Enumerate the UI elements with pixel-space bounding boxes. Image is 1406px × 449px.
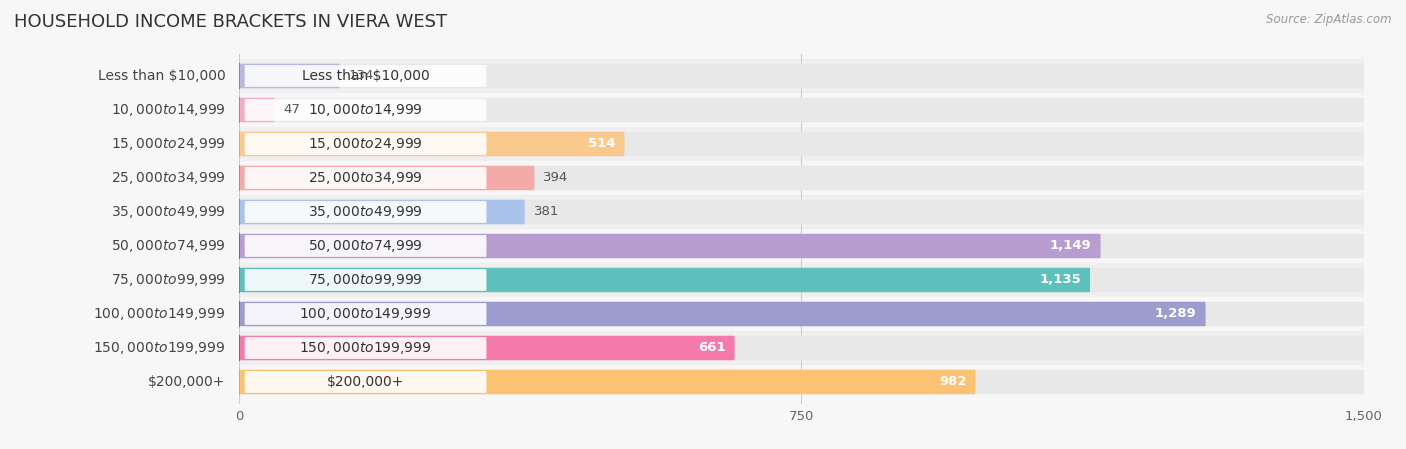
FancyBboxPatch shape	[239, 64, 339, 88]
Text: Less than $10,000: Less than $10,000	[302, 69, 429, 83]
FancyBboxPatch shape	[239, 268, 1364, 292]
Text: $35,000 to $49,999: $35,000 to $49,999	[308, 204, 423, 220]
FancyBboxPatch shape	[239, 297, 1364, 331]
FancyBboxPatch shape	[239, 98, 1364, 122]
Text: $25,000 to $34,999: $25,000 to $34,999	[308, 170, 423, 186]
Text: 134: 134	[349, 70, 374, 83]
Text: 381: 381	[534, 206, 560, 219]
Text: Less than $10,000: Less than $10,000	[98, 69, 225, 83]
FancyBboxPatch shape	[239, 64, 1364, 88]
FancyBboxPatch shape	[239, 200, 1364, 224]
Text: $25,000 to $34,999: $25,000 to $34,999	[111, 170, 225, 186]
Text: HOUSEHOLD INCOME BRACKETS IN VIERA WEST: HOUSEHOLD INCOME BRACKETS IN VIERA WEST	[14, 13, 447, 31]
Text: 661: 661	[697, 342, 725, 355]
Text: $150,000 to $199,999: $150,000 to $199,999	[299, 340, 432, 356]
FancyBboxPatch shape	[239, 365, 1364, 399]
FancyBboxPatch shape	[245, 269, 486, 291]
FancyBboxPatch shape	[239, 127, 1364, 161]
Text: $50,000 to $74,999: $50,000 to $74,999	[308, 238, 423, 254]
FancyBboxPatch shape	[245, 303, 486, 325]
Text: $15,000 to $24,999: $15,000 to $24,999	[308, 136, 423, 152]
FancyBboxPatch shape	[239, 59, 1364, 93]
Text: 982: 982	[939, 375, 966, 388]
Text: 1,289: 1,289	[1154, 308, 1197, 321]
FancyBboxPatch shape	[239, 166, 534, 190]
Text: $75,000 to $99,999: $75,000 to $99,999	[308, 272, 423, 288]
FancyBboxPatch shape	[245, 235, 486, 257]
FancyBboxPatch shape	[239, 268, 1090, 292]
Text: $150,000 to $199,999: $150,000 to $199,999	[93, 340, 225, 356]
Text: $10,000 to $14,999: $10,000 to $14,999	[308, 102, 423, 118]
FancyBboxPatch shape	[239, 370, 1364, 394]
FancyBboxPatch shape	[239, 234, 1101, 258]
Text: $200,000+: $200,000+	[326, 375, 405, 389]
Text: 394: 394	[544, 172, 568, 185]
FancyBboxPatch shape	[239, 336, 1364, 360]
FancyBboxPatch shape	[239, 229, 1364, 263]
FancyBboxPatch shape	[239, 336, 735, 360]
FancyBboxPatch shape	[239, 200, 524, 224]
Text: $10,000 to $14,999: $10,000 to $14,999	[111, 102, 225, 118]
FancyBboxPatch shape	[245, 65, 486, 87]
FancyBboxPatch shape	[239, 302, 1364, 326]
FancyBboxPatch shape	[245, 99, 486, 121]
Text: $75,000 to $99,999: $75,000 to $99,999	[111, 272, 225, 288]
Text: $100,000 to $149,999: $100,000 to $149,999	[93, 306, 225, 322]
FancyBboxPatch shape	[239, 234, 1364, 258]
FancyBboxPatch shape	[239, 93, 1364, 127]
FancyBboxPatch shape	[239, 331, 1364, 365]
Text: $50,000 to $74,999: $50,000 to $74,999	[111, 238, 225, 254]
FancyBboxPatch shape	[239, 132, 1364, 156]
FancyBboxPatch shape	[239, 370, 976, 394]
FancyBboxPatch shape	[239, 302, 1205, 326]
FancyBboxPatch shape	[239, 98, 274, 122]
FancyBboxPatch shape	[245, 201, 486, 223]
FancyBboxPatch shape	[239, 263, 1364, 297]
FancyBboxPatch shape	[245, 167, 486, 189]
Text: 514: 514	[588, 137, 616, 150]
FancyBboxPatch shape	[239, 132, 624, 156]
Text: $200,000+: $200,000+	[148, 375, 225, 389]
FancyBboxPatch shape	[245, 371, 486, 393]
Text: Source: ZipAtlas.com: Source: ZipAtlas.com	[1267, 13, 1392, 26]
Text: 1,135: 1,135	[1039, 273, 1081, 286]
FancyBboxPatch shape	[239, 166, 1364, 190]
Text: $100,000 to $149,999: $100,000 to $149,999	[299, 306, 432, 322]
Text: $15,000 to $24,999: $15,000 to $24,999	[111, 136, 225, 152]
Text: 47: 47	[283, 103, 299, 116]
FancyBboxPatch shape	[239, 195, 1364, 229]
FancyBboxPatch shape	[245, 133, 486, 155]
FancyBboxPatch shape	[245, 337, 486, 359]
Text: $35,000 to $49,999: $35,000 to $49,999	[111, 204, 225, 220]
Text: 1,149: 1,149	[1050, 239, 1091, 252]
FancyBboxPatch shape	[239, 161, 1364, 195]
